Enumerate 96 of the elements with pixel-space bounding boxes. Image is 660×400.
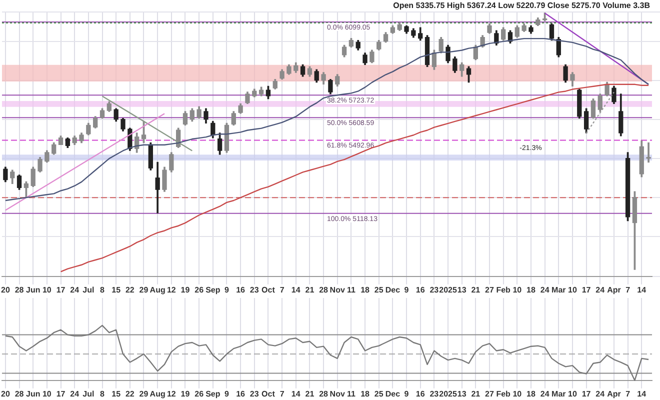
candlestick xyxy=(646,142,651,163)
x-tick-label: 29 xyxy=(139,285,149,294)
x-tick-label: 10 xyxy=(512,285,522,294)
x-tick-label: 27 xyxy=(485,285,494,294)
x-tick-label: Nov xyxy=(330,389,346,398)
x-tick-label: 22 xyxy=(125,285,135,294)
x-tick-label: 18 xyxy=(526,389,536,398)
x-tick-label: Feb xyxy=(496,389,511,398)
x-tick-label: 28 xyxy=(14,285,24,294)
x-tick-label: 18 xyxy=(360,389,370,398)
x-tick-label: 7 xyxy=(280,285,285,294)
x-tick-label: Mar xyxy=(552,389,566,398)
x-tick-label: 22 xyxy=(125,389,135,398)
x-tick-label: 7 xyxy=(280,389,285,398)
x-tick-label: 12 xyxy=(166,389,176,398)
x-tick-label: 23 xyxy=(250,285,260,294)
x-tick-label: Sep xyxy=(206,389,220,398)
x-tick-label: 10 xyxy=(568,285,578,294)
x-tick-label: Mar xyxy=(552,285,566,294)
x-tick-label: 28 xyxy=(14,389,24,398)
x-tick-label: Aug xyxy=(150,389,166,398)
x-tick-label: 7 xyxy=(626,389,631,398)
x-tick-label: 23 xyxy=(430,285,440,294)
x-tick-label: Jun xyxy=(26,285,40,294)
x-tick-label: 28 xyxy=(319,389,329,398)
x-tick-label: 21 xyxy=(471,285,481,294)
x-tick-label: 23 xyxy=(250,389,260,398)
x-tick-label: 9 xyxy=(404,389,410,398)
x-tick-label: 19 xyxy=(180,285,190,294)
x-tick-label: 24 xyxy=(70,389,80,398)
x-tick-label: 21 xyxy=(305,285,315,294)
x-tick-label: 28 xyxy=(319,285,329,294)
x-tick-label: Dec xyxy=(385,285,401,294)
x-tick-label: 2025 xyxy=(439,285,458,294)
x-tick-label: 13 xyxy=(457,285,467,294)
x-tick-label: 16 xyxy=(236,285,246,294)
x-tick-label: 17 xyxy=(56,285,66,294)
x-tick-label: 15 xyxy=(112,285,122,294)
x-tick-label: 12 xyxy=(166,285,176,294)
x-tick-label: 17 xyxy=(582,389,592,398)
x-tick-label: Oct xyxy=(262,285,276,294)
x-tick-label: Oct xyxy=(262,389,276,398)
x-tick-label: 10 xyxy=(512,389,522,398)
x-tick-label: 26 xyxy=(194,285,204,294)
x-tick-label: 14 xyxy=(291,285,301,294)
x-tick-label: 11 xyxy=(346,389,356,398)
x-tick-label: 16 xyxy=(416,285,426,294)
x-tick-label: 17 xyxy=(582,285,592,294)
x-tick-label: 2025 xyxy=(439,389,458,398)
x-tick-label: Jun xyxy=(26,389,40,398)
x-tick-label: 15 xyxy=(112,389,122,398)
x-tick-label: 8 xyxy=(100,285,106,294)
x-tick-label: 18 xyxy=(360,285,370,294)
x-tick-label: Apr xyxy=(607,285,621,294)
x-tick-label: Nov xyxy=(330,285,346,294)
x-tick-label: 9 xyxy=(224,389,230,398)
x-tick-label: 24 xyxy=(596,285,606,294)
x-tick-label: 21 xyxy=(305,389,315,398)
x-tick-label: 14 xyxy=(291,389,301,398)
x-tick-label: Sep xyxy=(206,285,220,294)
x-tick-label: 10 xyxy=(42,285,52,294)
x-tick-label: 14 xyxy=(637,389,647,398)
x-tick-label: Aug xyxy=(150,285,166,294)
x-tick-label: Feb xyxy=(496,285,511,294)
x-tick-label: 17 xyxy=(56,389,66,398)
x-tick-label: 24 xyxy=(540,285,550,294)
x-tick-label: 18 xyxy=(526,285,536,294)
x-tick-label: 23 xyxy=(430,389,440,398)
x-tick-label: 24 xyxy=(540,389,550,398)
x-tick-label: 25 xyxy=(374,285,384,294)
text: Open 5335.75 High 5367.24 Low 5220.79 Close 5275.70 Volume 3.3B xyxy=(393,1,650,10)
x-tick-label: 14 xyxy=(637,285,647,294)
x-tick-label: 27 xyxy=(485,389,494,398)
x-tick-label: 13 xyxy=(457,389,467,398)
x-tick-label: Jul xyxy=(82,389,94,398)
x-tick-label: 21 xyxy=(471,389,481,398)
x-tick-label: Apr xyxy=(607,389,621,398)
x-tick-label: 19 xyxy=(180,389,190,398)
x-tick-label: 24 xyxy=(596,389,606,398)
x-tick-label: Jul xyxy=(82,285,94,294)
x-tick-label: 10 xyxy=(42,389,52,398)
x-tick-label: 16 xyxy=(236,389,246,398)
x-tick-label: 9 xyxy=(224,285,230,294)
x-tick-label: 26 xyxy=(194,389,204,398)
x-tick-label: 8 xyxy=(100,389,106,398)
x-tick-label: 20 xyxy=(0,285,10,294)
x-tick-label: 10 xyxy=(568,389,578,398)
x-tick-label: 9 xyxy=(404,285,410,294)
x-tick-label: 24 xyxy=(70,285,80,294)
x-tick-label: Dec xyxy=(385,389,401,398)
x-tick-label: 20 xyxy=(0,389,10,398)
x-tick-label: 25 xyxy=(374,389,384,398)
x-tick-label: 29 xyxy=(139,389,149,398)
x-tick-label: 11 xyxy=(346,285,356,294)
x-tick-label: 7 xyxy=(626,285,631,294)
x-tick-label: 16 xyxy=(416,389,426,398)
